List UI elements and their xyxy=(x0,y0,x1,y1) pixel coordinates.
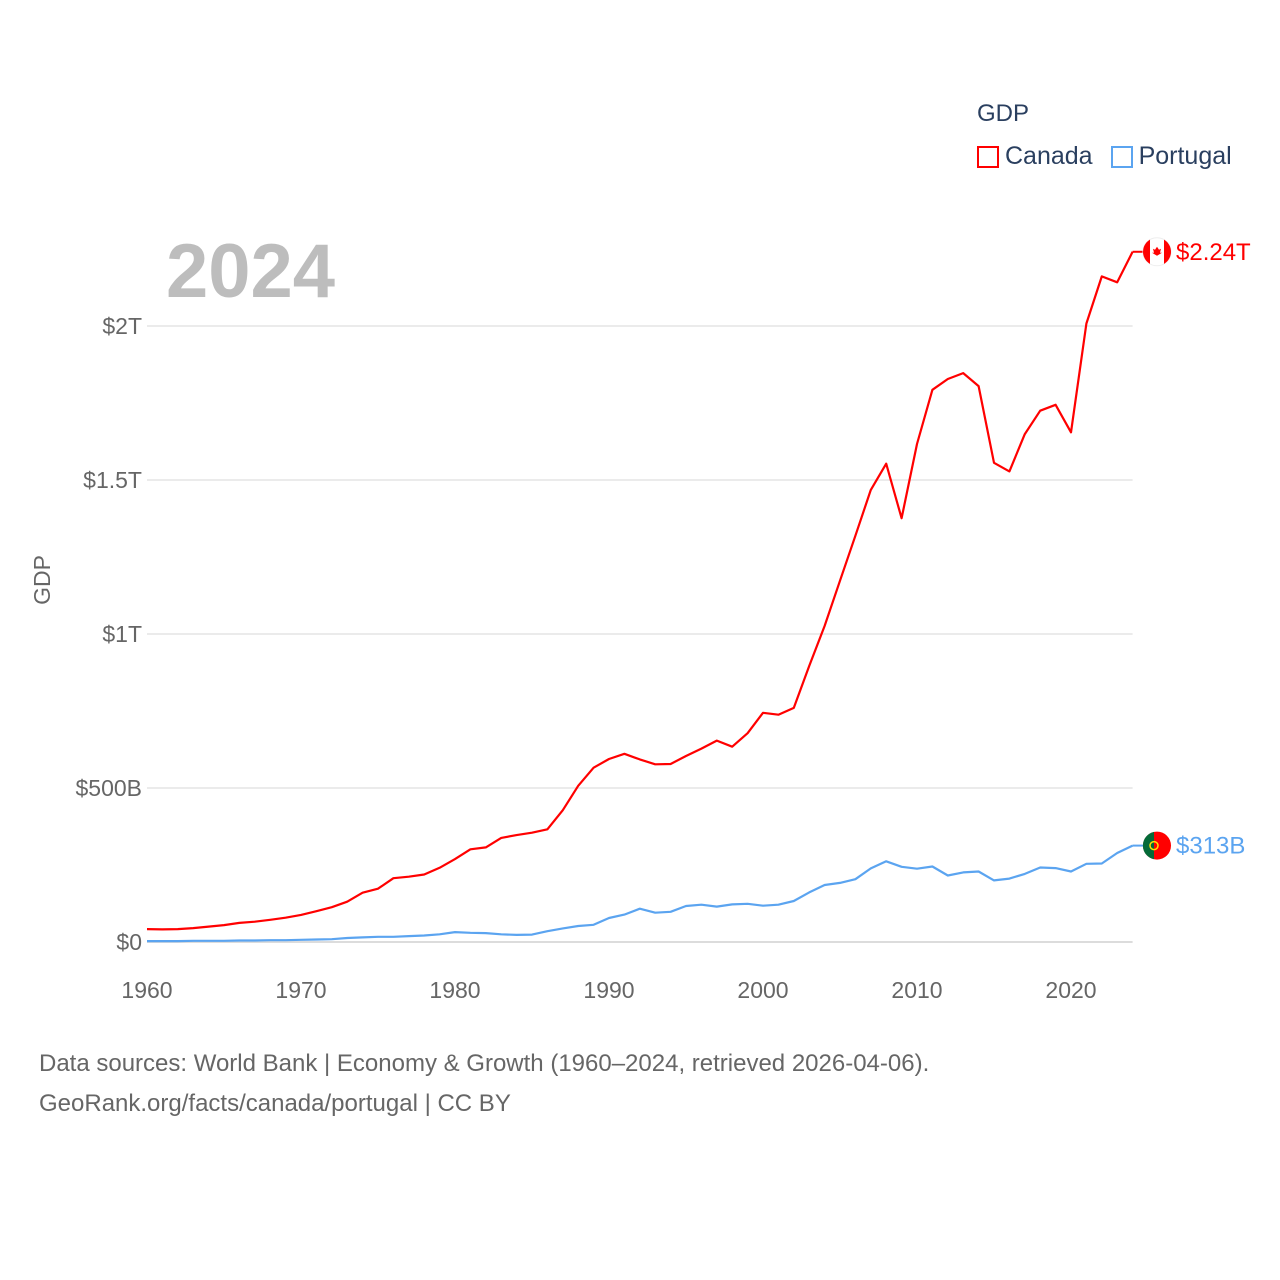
source-note: Data sources: World Bank | Economy & Gro… xyxy=(39,1044,929,1124)
series-line-portugal xyxy=(147,844,1134,943)
x-tick-label: 1960 xyxy=(121,977,172,1003)
flag-band xyxy=(1164,239,1171,264)
legend-label-canada: Canada xyxy=(1005,142,1093,170)
year-label: 2024 xyxy=(166,229,336,314)
armillary-icon xyxy=(1149,840,1159,851)
x-tick-label: 1980 xyxy=(429,977,480,1003)
legend-swatch-portugal xyxy=(1110,145,1133,168)
legend-item-portugal[interactable]: Portugal xyxy=(1110,142,1232,171)
legend-label-portugal: Portugal xyxy=(1138,142,1232,170)
y-axis-title: GDP xyxy=(29,555,55,605)
legend: Canada Portugal xyxy=(977,142,1232,171)
y-tick-label: $500B xyxy=(75,775,142,801)
source-line-2[interactable]: GeoRank.org/facts/canada/portugal | CC B… xyxy=(39,1090,511,1117)
legend-swatch-canada xyxy=(977,145,999,168)
x-tick-label: 1970 xyxy=(275,977,326,1003)
x-tick-label: 1990 xyxy=(583,977,634,1003)
source-line-1: Data sources: World Bank | Economy & Gro… xyxy=(39,1050,930,1077)
series-line-canada xyxy=(146,251,1134,931)
flag-band xyxy=(1142,831,1154,860)
flag-band xyxy=(1143,239,1150,264)
end-value-label-portugal: $313B xyxy=(1176,833,1245,860)
x-tick-label: 2010 xyxy=(891,977,942,1003)
x-tick-label: 2020 xyxy=(1045,977,1096,1003)
y-tick-label: $1.5T xyxy=(83,467,142,493)
legend-item-canada[interactable]: Canada xyxy=(977,142,1093,171)
y-tick-label: $1T xyxy=(102,621,142,647)
y-tick-label: $2T xyxy=(102,313,142,339)
end-value-label-canada: $2.24T xyxy=(1176,239,1251,266)
x-tick-label: 2000 xyxy=(737,977,788,1003)
maple-leaf-icon xyxy=(1152,246,1162,256)
legend-title: GDP xyxy=(977,100,1030,127)
y-tick-label: $0 xyxy=(116,929,142,955)
